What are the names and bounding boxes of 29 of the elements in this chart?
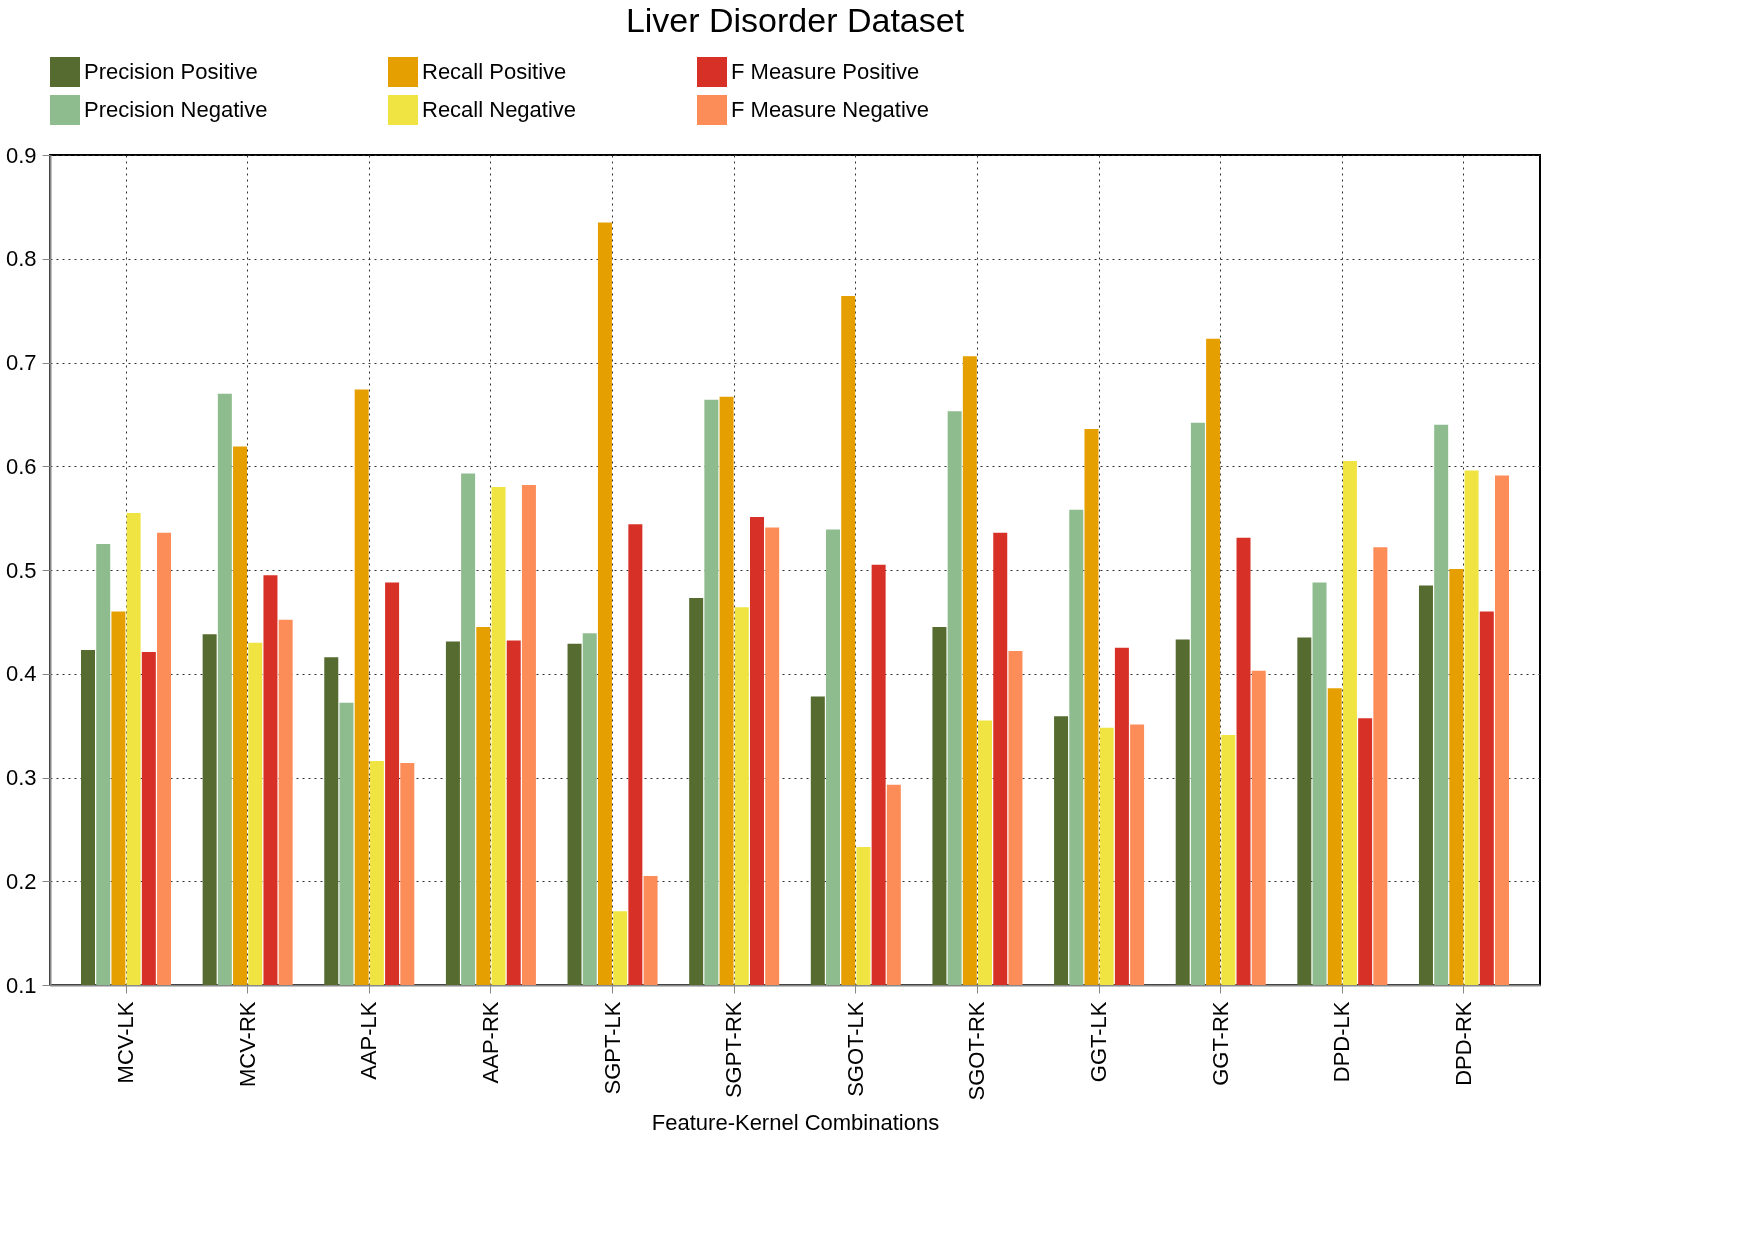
y-tick-label: 0.2 [5,868,37,894]
x-tick-label: DPD-LK [1329,1001,1355,1083]
y-tick-label: 0.6 [5,453,37,479]
chart-title: Liver Disorder Dataset [625,1,965,39]
x-tick-label: GGT-RK [1207,1001,1233,1086]
x-tick-label: GGT-LK [1086,1001,1112,1083]
x-tick-label: SGOT-LK [842,1001,868,1097]
x-axis-title: Feature-Kernel Combinations [651,1109,940,1135]
legend-label: Recall Negative [422,97,577,122]
y-tick-label: 0.8 [5,246,37,272]
x-tick-label: MCV-LK [113,1001,139,1084]
y-tick-label: 0.7 [5,350,37,375]
x-tick-label: SGOT-RK [964,1001,990,1101]
legend-label: Recall Positive [422,59,567,84]
y-tick-label: 0.9 [5,142,37,168]
legend-label: Precision Positive [84,59,258,84]
y-tick-label: 0.3 [5,765,37,790]
x-tick-label: AAP-LK [356,1001,382,1080]
legend-label: F Measure Positive [731,59,920,84]
legend-label: F Measure Negative [731,97,930,122]
x-tick-label: AAP-RK [477,1001,503,1084]
x-tick-label: MCV-RK [234,1001,260,1088]
legend-label: Precision Negative [84,97,268,122]
y-tick-label: 0.1 [5,972,37,998]
x-tick-label: SGPT-LK [599,1001,625,1095]
x-tick-label: SGPT-RK [721,1001,747,1099]
x-tick-label: DPD-RK [1450,1001,1476,1086]
y-tick-label: 0.5 [5,557,37,583]
y-tick-label: 0.4 [5,661,37,687]
